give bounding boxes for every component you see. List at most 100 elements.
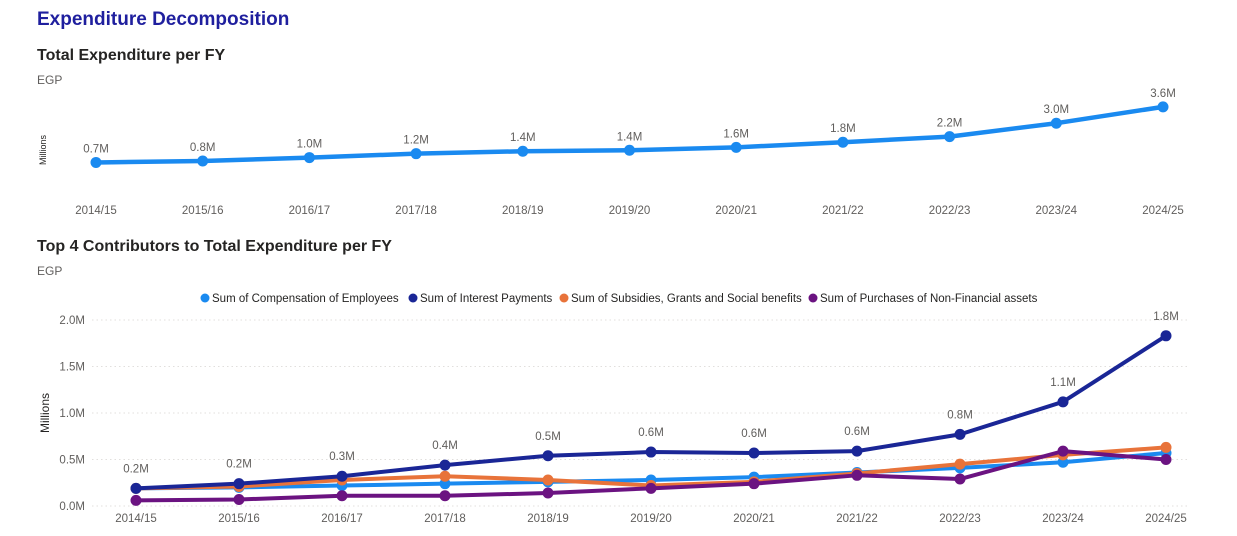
interest-point [645,446,657,458]
x-tick-label: 2015/16 [218,513,260,525]
data-label: 3.6M [1150,88,1176,100]
legend-label: Sum of Compensation of Employees [212,293,399,305]
interest-point [439,459,451,471]
interest-point [851,445,863,457]
purchases-point [748,478,760,490]
total-expenditure-point [303,152,315,164]
chart2-y-axis-title: Millions [38,393,52,433]
data-label: 3.0M [1044,104,1070,116]
purchases-point [645,482,657,494]
purchases-point [851,469,863,481]
interest-point [954,428,966,440]
data-label: 1.4M [617,131,643,143]
chart1-y-axis-title: Millions [38,135,48,166]
y-tick-label: 0.0M [59,501,85,513]
x-tick-label: 2024/25 [1142,205,1184,217]
legend-label: Sum of Interest Payments [420,293,553,305]
total-expenditure-point [837,136,849,148]
x-tick-label: 2021/22 [822,205,864,217]
y-tick-label: 0.5M [59,455,85,467]
x-tick-label: 2018/19 [502,205,544,217]
interest-point [130,482,142,494]
subsidies-point [542,474,554,486]
x-tick-label: 2016/17 [321,513,363,525]
x-tick-label: 2019/20 [609,205,651,217]
total-expenditure-point [517,145,529,157]
data-label: 0.7M [83,143,109,155]
data-label: 0.8M [190,142,216,154]
total-expenditure-point [1050,117,1062,129]
x-tick-label: 2020/21 [715,205,757,217]
x-tick-label: 2018/19 [527,513,569,525]
interest-point [336,470,348,482]
data-label: 0.6M [741,428,767,440]
y-tick-label: 1.0M [59,408,85,420]
purchases-point [954,473,966,485]
interest-point [542,450,554,462]
x-tick-label: 2023/24 [1042,513,1084,525]
total-expenditure-point [624,144,635,156]
legend-marker [808,293,818,303]
x-tick-label: 2022/23 [939,513,981,525]
legend-label: Sum of Subsidies, Grants and Social bene… [571,293,802,305]
data-label: 0.3M [329,451,355,463]
total-expenditure-point [730,141,742,153]
purchases-point [130,494,142,506]
interest-point [233,478,245,490]
x-tick-label: 2015/16 [182,205,224,217]
total-expenditure-point [410,148,422,160]
data-label: 1.1M [1050,377,1076,389]
purchases-point [542,487,554,499]
x-tick-label: 2017/18 [424,513,466,525]
purchases-point [439,490,451,502]
interest-point [1160,330,1172,342]
data-label: 0.8M [947,409,973,421]
purchases-point [336,490,348,502]
page-title: Expenditure Decomposition [37,9,290,30]
purchases-point [1057,445,1069,457]
total-expenditure-chart: Millions 2014/15 2015/16 2016/17 2017/18 2018… [38,88,1184,217]
total-expenditure-point [197,155,209,167]
subsidies-point [439,470,451,482]
legend-marker [200,293,210,303]
subsidies-point [1160,441,1172,453]
x-tick-label: 2014/15 [115,513,157,525]
x-tick-label: 2021/22 [836,513,878,525]
data-label: 1.0M [297,139,323,151]
data-label: 1.8M [830,123,856,135]
purchases-point [1160,454,1172,465]
data-label: 1.6M [723,128,749,140]
data-label: 0.2M [226,459,252,471]
data-label: 0.5M [535,431,561,443]
data-label: 1.4M [510,132,536,144]
chart2-title: Top 4 Contributors to Total Expenditure … [37,238,392,255]
legend-marker [408,293,418,303]
chart1-unit-label: EGP [37,73,63,87]
chart2-unit-label: EGP [37,264,63,278]
x-tick-label: 2020/21 [733,513,775,525]
x-tick-label: 2023/24 [1036,205,1078,217]
data-label: 1.2M [403,135,429,147]
total-expenditure-point [944,131,956,143]
interest-point [1057,396,1069,408]
x-tick-label: 2022/23 [929,205,971,217]
data-label: 1.8M [1153,311,1179,323]
y-tick-label: 1.5M [59,362,85,374]
data-label: 0.4M [432,440,458,452]
data-label: 0.2M [123,463,149,475]
interest-point [748,447,760,459]
total-expenditure-point [90,156,102,168]
y-tick-label: 2.0M [59,315,85,327]
x-tick-label: 2016/17 [289,205,331,217]
x-tick-label: 2017/18 [395,205,437,217]
legend-label: Sum of Purchases of Non-Financial assets [820,293,1038,305]
x-tick-label: 2014/15 [75,205,117,217]
chart1-title: Total Expenditure per FY [37,47,226,64]
total-expenditure-point [1157,101,1169,113]
legend-marker [559,293,569,303]
data-label: 0.6M [844,426,870,438]
data-label: 2.2M [937,118,963,130]
subsidies-point [954,458,966,470]
x-tick-label: 2019/20 [630,513,672,525]
